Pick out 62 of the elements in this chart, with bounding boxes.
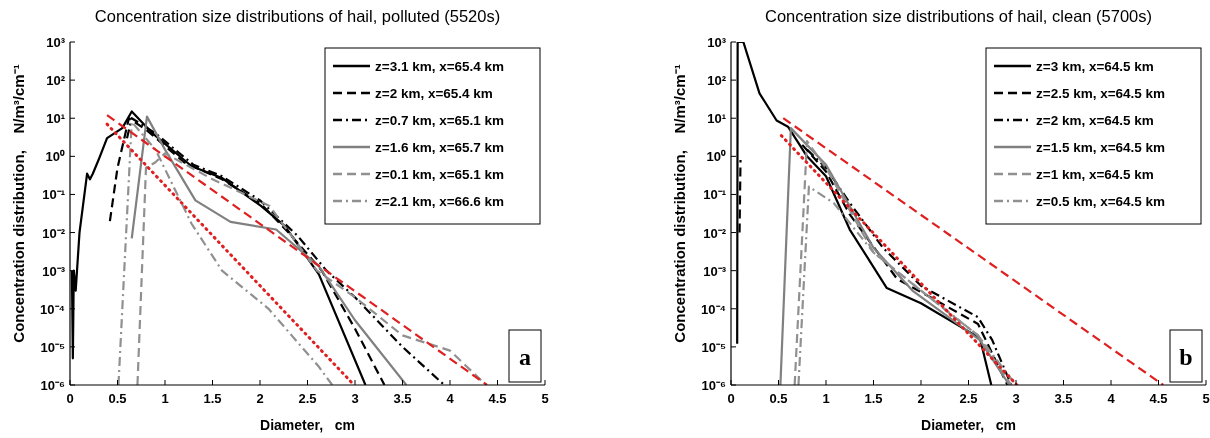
y-tick-label: 10⁻⁶ [40,378,66,393]
y-tick-label: 10² [46,73,66,89]
legend-label: z=2 km, x=65.4 km [375,86,493,101]
legend-label: z=2 km, x=64.5 km [1036,113,1154,128]
x-tick-label: 3 [1012,391,1020,406]
y-tick-label: 10⁻³ [42,263,66,279]
y-tick-label: 10⁻¹ [703,187,726,203]
x-tick-label: 0 [727,391,735,406]
y-tick-label: 10² [707,73,727,89]
legend-label: z=0.5 km, x=64.5 km [1036,194,1166,209]
y-tick-label: 10⁻⁴ [701,301,726,317]
y-tick-label: 10⁻⁶ [701,378,727,393]
annotation: b [1179,344,1193,370]
x-tick-label: 3.5 [393,391,412,406]
y-tick-label: 10¹ [707,111,726,127]
y-tick-label: 10⁻⁵ [701,339,726,355]
x-tick-label: 2 [256,391,264,406]
y-tick-label: 10⁰ [45,149,65,165]
legend-label: z=0.7 km, x=65.1 km [375,113,505,128]
x-axis-title: Diameter, cm [260,417,355,433]
x-tick-label: 2.5 [298,391,317,406]
y-tick-label: 10⁻¹ [42,187,65,203]
y-tick-label: 10⁻³ [703,263,727,279]
y-axis-title: Concentration distribution, N/m³/cm⁻¹ [10,64,27,343]
x-tick-label: 4.5 [1149,391,1168,406]
y-axis-title: Concentration distribution, N/m³/cm⁻¹ [671,64,688,343]
y-tick-label: 10⁻⁴ [40,301,65,317]
x-tick-label: 4 [446,391,455,406]
x-axis-title: Diameter, cm [921,417,1016,433]
y-tick-label: 10¹ [46,111,65,127]
y-tick-label: 10³ [707,35,727,50]
chart-title: Concentration size distributions of hail, polluted (5520s) [94,7,501,25]
x-tick-label: 3.5 [1054,391,1073,406]
annotation: a [519,344,531,370]
legend-label: z=1.5 km, x=64.5 km [1036,140,1166,155]
y-tick-label: 10³ [46,35,66,50]
x-tick-label: 1.5 [864,391,883,406]
x-tick-label: 0 [66,391,74,406]
y-tick-label: 10⁻² [42,225,66,241]
legend-label: z=2.5 km, x=64.5 km [1036,86,1166,101]
chart-title: Concentration size distributions of hail, clean (5700s) [764,7,1153,25]
x-tick-label: 1.5 [203,391,222,406]
x-tick-label: 2.5 [959,391,978,406]
legend-label: z=0.1 km, x=65.1 km [375,167,505,182]
x-tick-label: 1 [161,391,169,406]
legend-label: z=2.1 km, x=66.6 km [375,194,505,209]
legend-label: z=1.6 km, x=65.7 km [375,140,505,155]
y-tick-label: 10⁻² [703,225,727,241]
x-tick-label: 0.5 [108,391,127,406]
x-tick-label: 4.5 [488,391,507,406]
x-tick-label: 5 [1202,391,1210,406]
y-tick-label: 10⁻⁵ [40,339,65,355]
x-tick-label: 2 [917,391,925,406]
x-tick-label: 4 [1107,391,1116,406]
legend-label: z=3 km, x=64.5 km [1036,59,1154,74]
y-tick-label: 10⁰ [706,149,726,165]
x-tick-label: 0.5 [769,391,788,406]
x-tick-label: 3 [351,391,359,406]
legend-label: z=3.1 km, x=65.4 km [375,59,505,74]
x-tick-label: 5 [541,391,549,406]
legend-label: z=1 km, x=64.5 km [1036,167,1154,182]
x-tick-label: 1 [822,391,830,406]
